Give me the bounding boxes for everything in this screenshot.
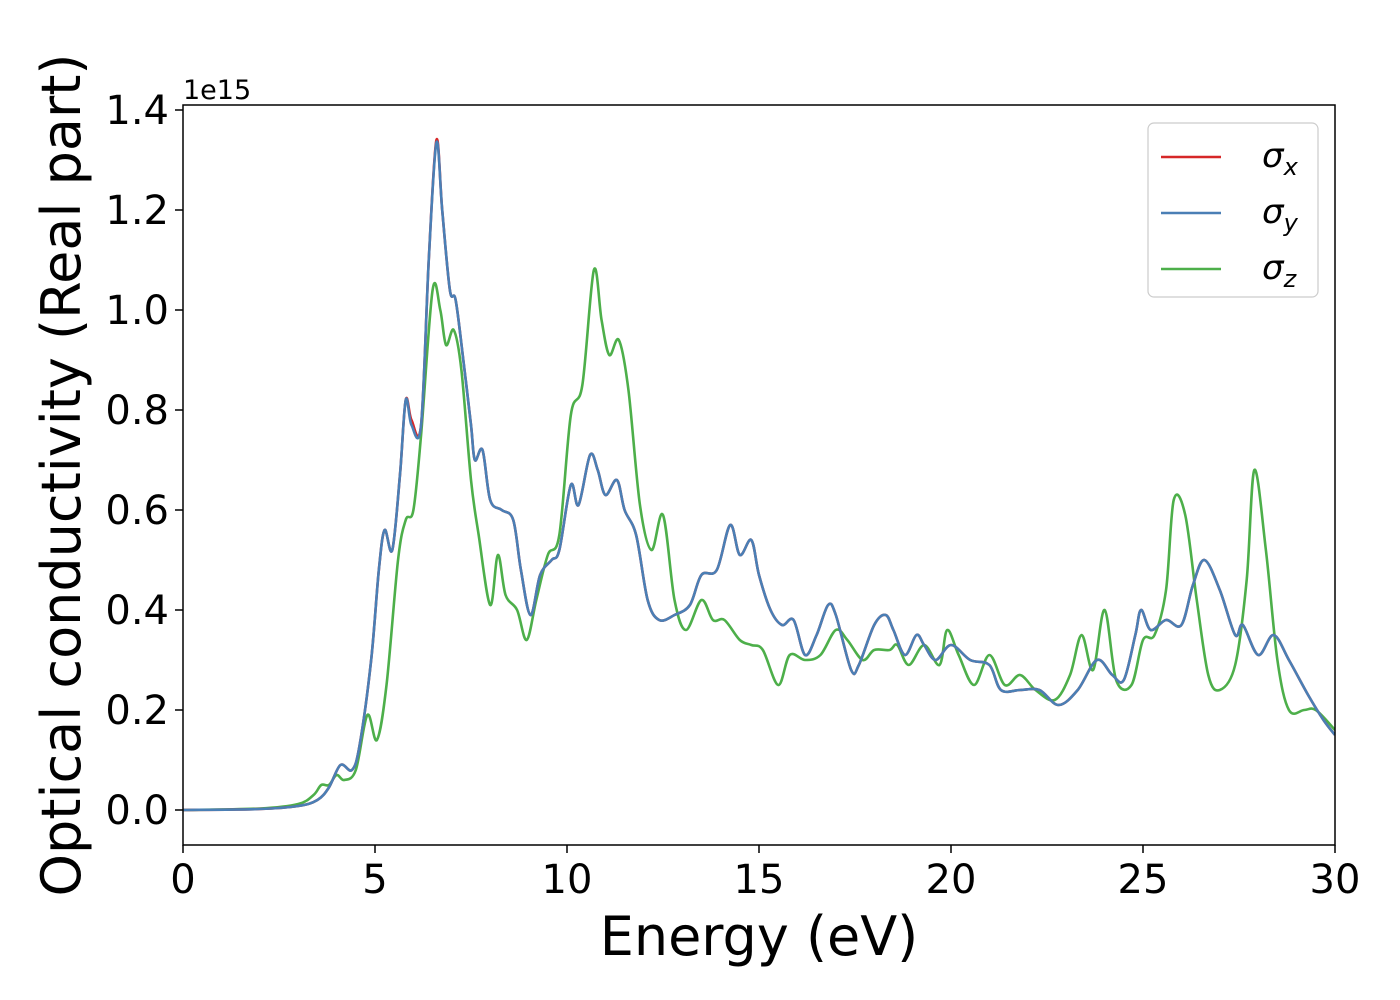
legend-entry-y: σy bbox=[1262, 192, 1299, 237]
x-tick-label: 15 bbox=[734, 857, 785, 903]
y-tick-label: 0.6 bbox=[105, 488, 169, 534]
y-axis-label: Optical conductivity (Real part) bbox=[30, 54, 93, 897]
x-tick-label: 0 bbox=[170, 857, 195, 903]
legend-entry-z: σz bbox=[1262, 248, 1298, 293]
x-axis-label: Energy (eV) bbox=[600, 905, 919, 968]
y-tick-label: 1.2 bbox=[105, 188, 169, 234]
x-tick-label: 30 bbox=[1310, 857, 1361, 903]
x-tick-label: 5 bbox=[362, 857, 387, 903]
x-tick-label: 10 bbox=[542, 857, 593, 903]
x-tick-label: 25 bbox=[1118, 857, 1169, 903]
x-axis: 0 5 10 15 20 25 30 bbox=[170, 845, 1360, 903]
y-tick-label: 0.4 bbox=[105, 588, 169, 634]
y-tick-label: 1.0 bbox=[105, 288, 169, 334]
y-tick-label: 0.2 bbox=[105, 688, 169, 734]
legend: σx σy σz bbox=[1147, 122, 1319, 298]
legend-entry-x: σx bbox=[1262, 136, 1299, 181]
series-line-y bbox=[183, 140, 1335, 812]
y-tick-label: 0.0 bbox=[105, 788, 169, 834]
y-tick-label: 0.8 bbox=[105, 388, 169, 434]
y-axis: 0.0 0.2 0.4 0.6 0.8 1.0 1.2 1.4 bbox=[105, 88, 183, 834]
series-layer bbox=[183, 137, 1335, 812]
legend-box bbox=[1147, 122, 1319, 298]
x-tick-label: 20 bbox=[926, 857, 977, 903]
y-tick-label: 1.4 bbox=[105, 88, 169, 134]
series-line-z bbox=[183, 267, 1335, 812]
y-offset-label: 1e15 bbox=[183, 75, 251, 106]
